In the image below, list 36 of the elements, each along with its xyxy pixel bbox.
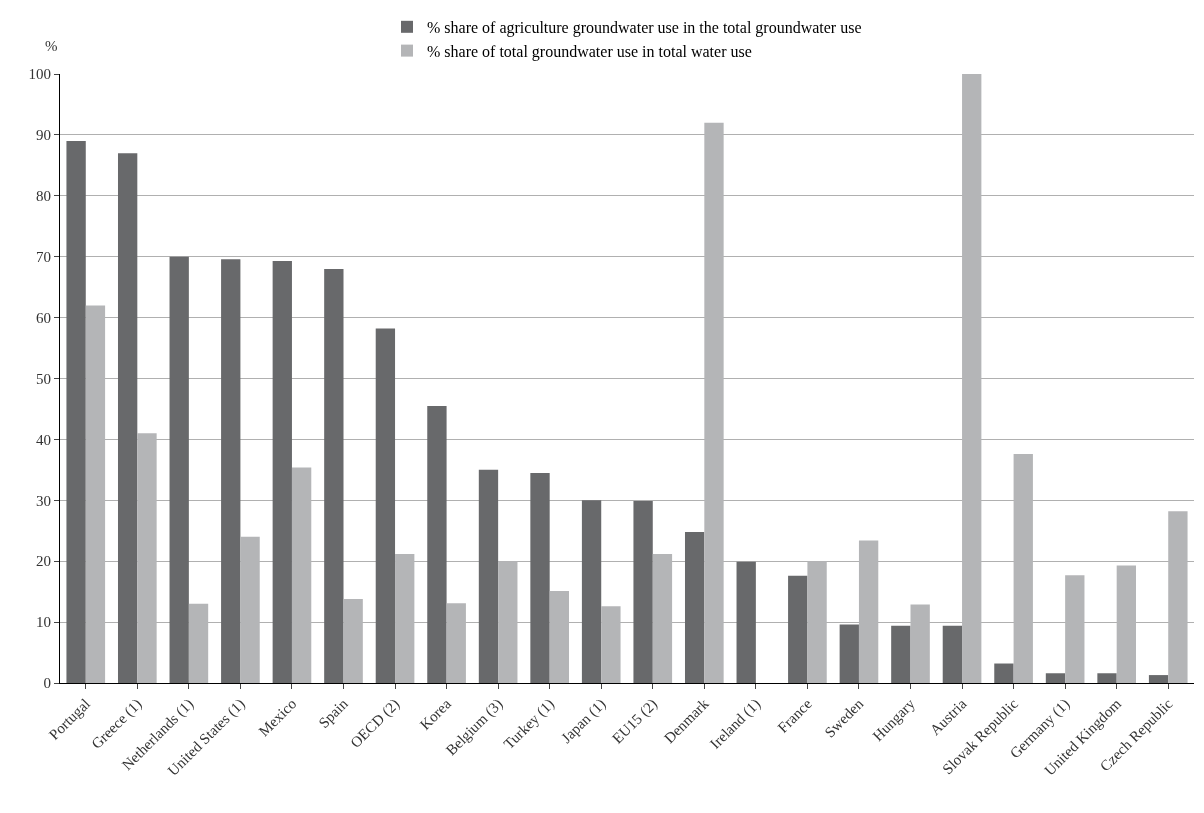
bar bbox=[581, 500, 602, 683]
y-tick-label: 30 bbox=[36, 492, 51, 509]
bar bbox=[633, 500, 653, 683]
y-tick-label: 50 bbox=[36, 370, 51, 387]
bar bbox=[788, 575, 808, 683]
bar bbox=[891, 625, 911, 683]
legend-label: % share of agriculture groundwater use in the total groundwater use bbox=[427, 19, 862, 38]
bar bbox=[324, 268, 344, 683]
y-tick-label: 100 bbox=[28, 66, 51, 83]
y-tick-label: 60 bbox=[36, 309, 51, 326]
y-tick-label: 80 bbox=[36, 188, 51, 205]
y-axis-title: % bbox=[45, 38, 58, 54]
y-tick-label: 70 bbox=[36, 248, 51, 265]
bar bbox=[1045, 673, 1066, 683]
y-tick-label: 20 bbox=[36, 553, 51, 570]
bar bbox=[66, 140, 86, 683]
bar bbox=[736, 561, 756, 683]
y-tick-label: 0 bbox=[43, 675, 51, 692]
bar bbox=[427, 405, 447, 683]
bar bbox=[272, 260, 292, 683]
y-tick-label: 10 bbox=[36, 614, 51, 631]
bar bbox=[169, 256, 189, 683]
bar bbox=[1097, 673, 1117, 683]
legend-label: % share of total groundwater use in total water use bbox=[427, 42, 752, 61]
bar bbox=[942, 625, 963, 683]
y-tick-label: 90 bbox=[36, 127, 51, 144]
bar bbox=[478, 469, 499, 683]
bar bbox=[375, 328, 396, 683]
bar bbox=[684, 531, 705, 683]
bar bbox=[1148, 675, 1169, 683]
bar bbox=[530, 472, 550, 683]
bar bbox=[839, 624, 859, 683]
y-tick-label: 40 bbox=[36, 431, 51, 448]
bar bbox=[994, 663, 1014, 683]
bar bbox=[117, 153, 138, 683]
bar bbox=[221, 259, 241, 683]
